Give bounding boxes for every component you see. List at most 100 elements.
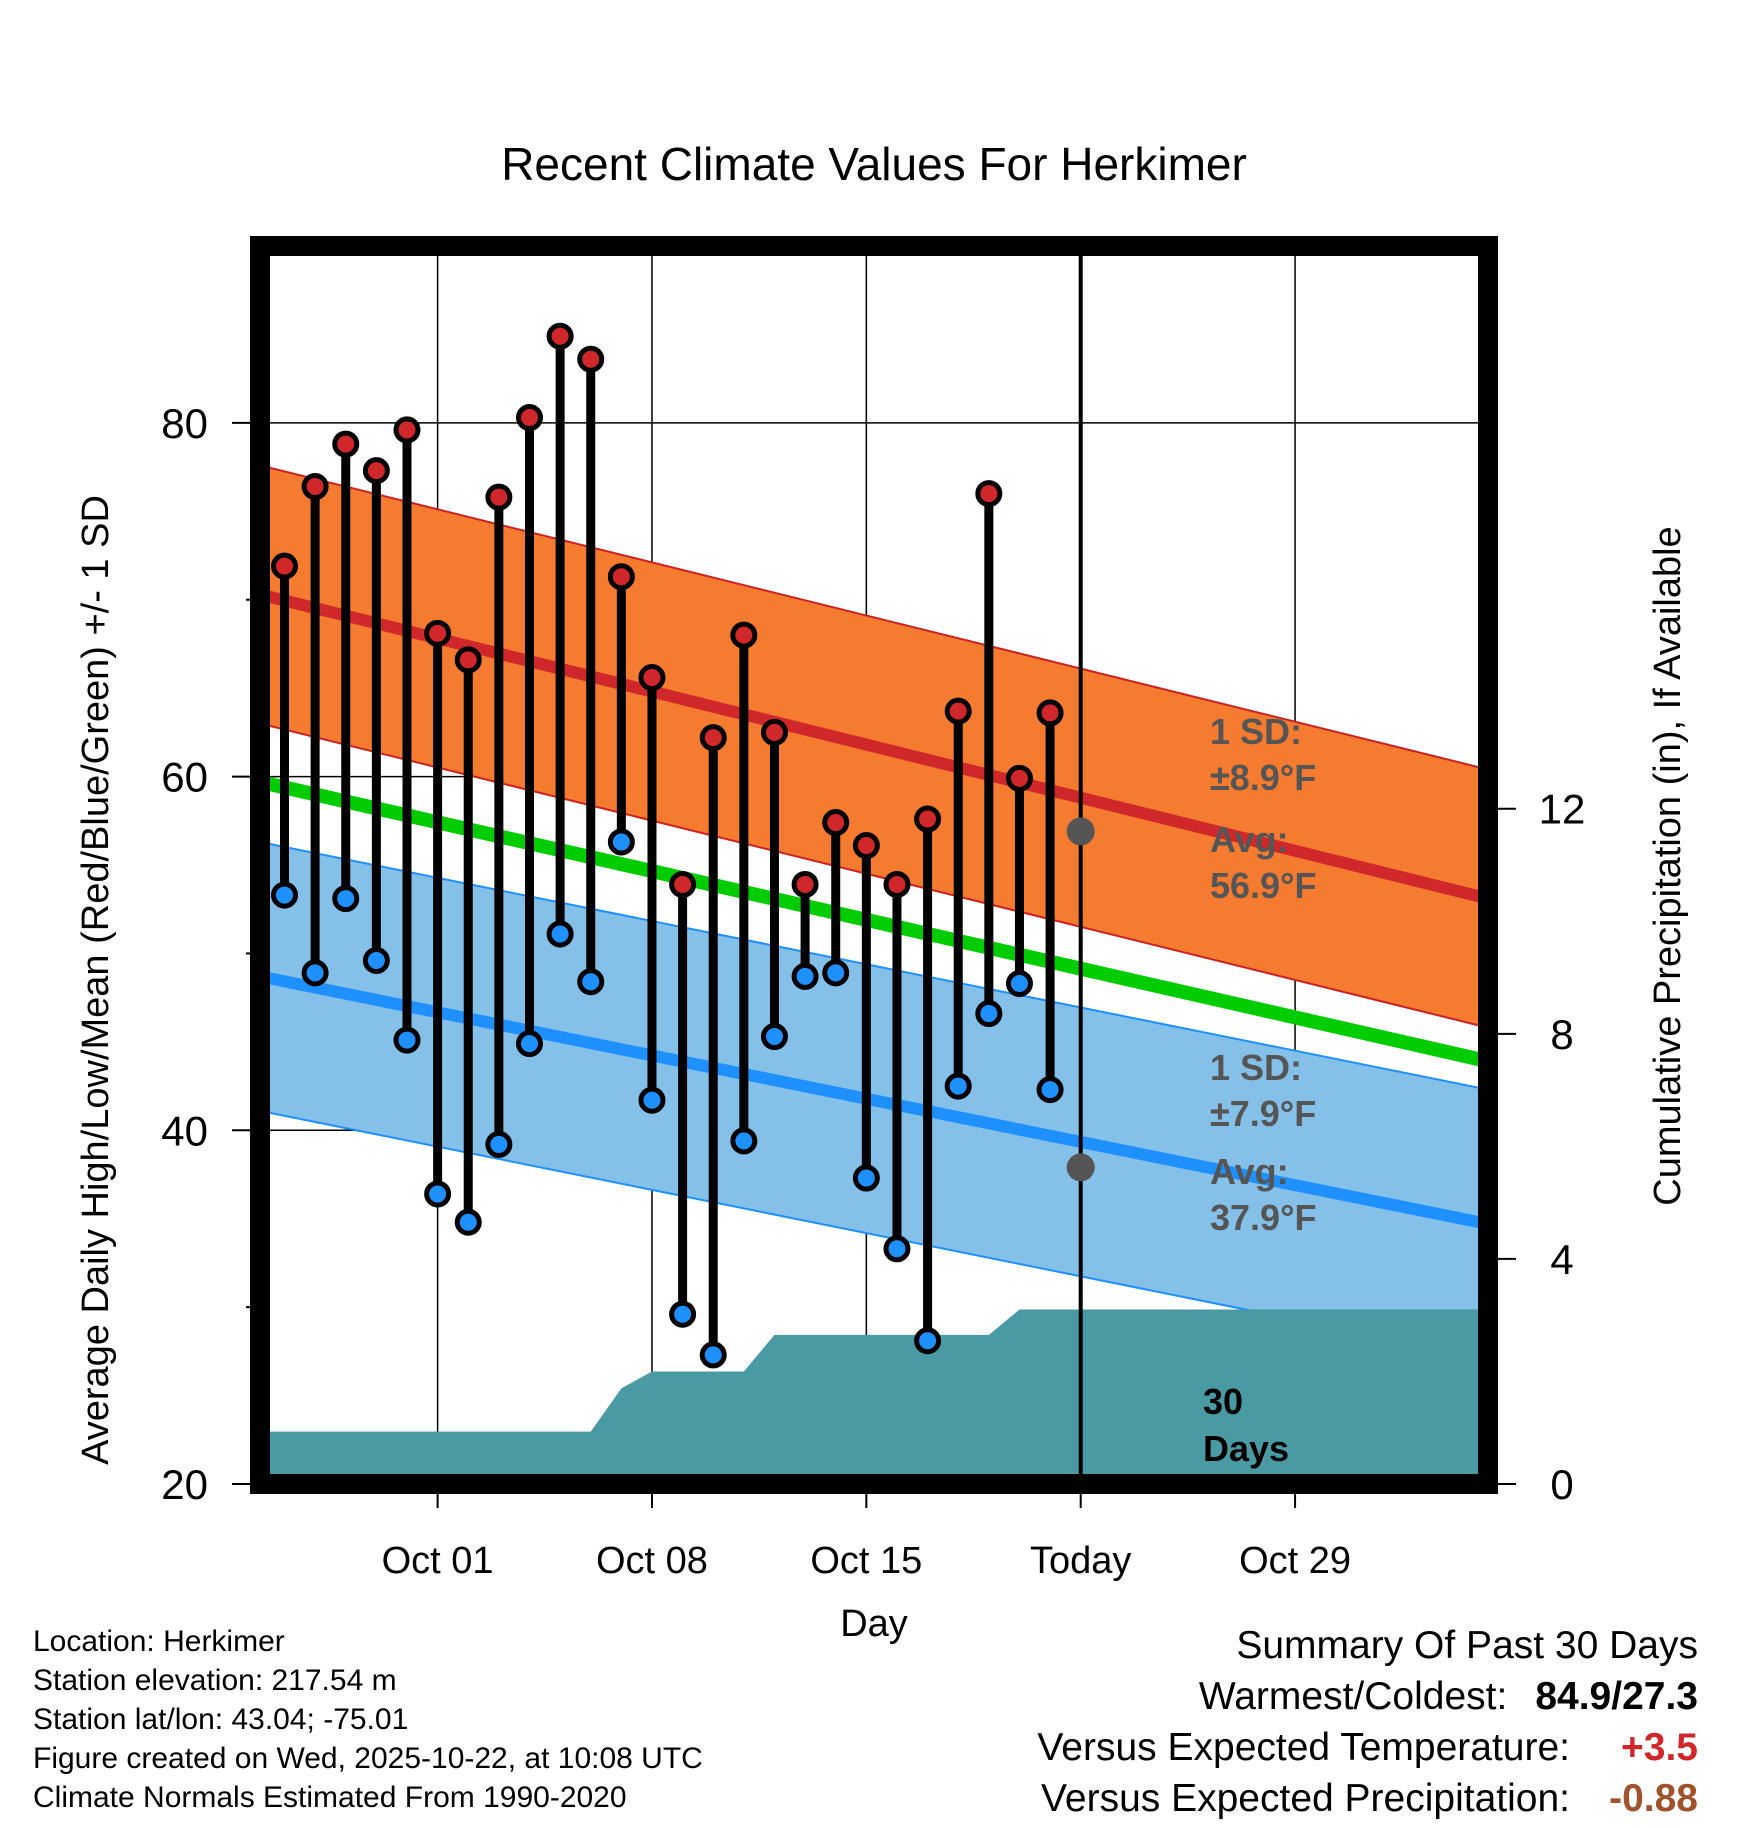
normals-text: Climate Normals Estimated From 1990-2020 <box>33 1781 627 1814</box>
daily-low-point <box>638 1086 666 1114</box>
daily-low-point <box>822 959 850 987</box>
period-label: 30 Days <box>1203 1381 1289 1469</box>
daily-high-point <box>212 633 234 655</box>
y-right-tick-label: 12 <box>1539 786 1586 833</box>
daily-low-point <box>944 1072 972 1100</box>
daily-high-point <box>914 805 942 833</box>
daily-high-point <box>791 870 819 898</box>
right-y-axis: 0 4 8 12 <box>1488 786 1585 1508</box>
left-y-axis: 20 40 60 80 <box>161 400 260 1508</box>
high-sd-label: 1 SD: <box>1210 711 1302 752</box>
cumulative-precipitation-area <box>260 1309 1488 1484</box>
today-high-avg-marker <box>1066 817 1095 846</box>
high-avg-value: 56.9°F <box>1210 865 1316 906</box>
created-text: Figure created on Wed, 2025-10-22, at 10… <box>33 1742 703 1775</box>
daily-high-point <box>1005 764 1033 792</box>
temp-departure-value: +3.5 <box>1621 1726 1698 1769</box>
x-tick-label: Today <box>1030 1540 1131 1582</box>
daily-high-point <box>607 563 635 591</box>
today-low-avg-marker <box>1066 1153 1095 1182</box>
daily-high-point <box>454 646 482 674</box>
low-sd-label: 1 SD: <box>1210 1047 1302 1088</box>
temp-departure-row: Versus Expected Temperature: +3.5 <box>1037 1722 1698 1773</box>
x-axis: Oct 01 Oct 08 Oct 15 Today Oct 29 <box>382 1484 1351 1582</box>
daily-low-point <box>1005 969 1033 997</box>
daily-low-point <box>1036 1076 1064 1104</box>
daily-high-point <box>1036 699 1064 727</box>
low-avg-value: 37.9°F <box>1210 1197 1316 1238</box>
daily-low-point <box>699 1341 727 1369</box>
daily-high-point <box>883 870 911 898</box>
daily-high-point <box>362 457 390 485</box>
warmest-coldest-row: Warmest/Coldest: 84.9/27.3 <box>1037 1671 1698 1722</box>
x-tick-label: Oct 15 <box>810 1540 922 1582</box>
daily-high-point <box>699 724 727 752</box>
daily-high-point <box>546 322 574 350</box>
daily-high-point <box>730 621 758 649</box>
daily-low-point <box>914 1327 942 1355</box>
high-sd-value: ±8.9°F <box>1210 757 1316 798</box>
normal-high-line <box>260 588 1488 905</box>
low-sd-value: ±7.9°F <box>1210 1093 1316 1134</box>
plot-frame <box>250 236 1498 1494</box>
y-right-tick-label: 0 <box>1550 1461 1573 1508</box>
daily-high-point <box>760 718 788 746</box>
y-right-tick-label: 8 <box>1550 1011 1573 1058</box>
daily-low-point <box>454 1208 482 1236</box>
elevation-text: Station elevation: 217.54 m <box>33 1664 397 1697</box>
daily-low-point <box>212 728 234 750</box>
daily-high-point <box>182 585 204 607</box>
daily-high-point <box>669 870 697 898</box>
daily-low-point <box>515 1030 543 1058</box>
low-avg-label: Avg: <box>1210 1151 1289 1192</box>
period-number: 30 <box>1203 1381 1243 1422</box>
daily-high-point <box>332 430 360 458</box>
daily-low-point <box>546 920 574 948</box>
chart-title: Recent Climate Values For Herkimer <box>501 138 1247 190</box>
daily-low-point <box>607 828 635 856</box>
location-text: Location: Herkimer <box>33 1625 285 1658</box>
daily-low-point <box>852 1164 880 1192</box>
warmest-coldest-label: Warmest/Coldest: <box>1198 1675 1508 1718</box>
daily-high-point <box>270 552 298 580</box>
y-right-axis-label: Cumulative Precipitation (in), If Availa… <box>1647 526 1689 1205</box>
daily-low-point <box>577 968 605 996</box>
daily-low-point <box>730 1127 758 1155</box>
precip-departure-label: Versus Expected Precipitation: <box>1041 1777 1570 1820</box>
precip-departure-value: -0.88 <box>1609 1777 1698 1820</box>
daily-low-point <box>301 959 329 987</box>
temp-departure-label: Versus Expected Temperature: <box>1037 1726 1570 1769</box>
x-tick-label: Oct 08 <box>596 1540 708 1582</box>
y-axis-label: Average Daily High/Low/Mean (Red/Blue/Gr… <box>75 495 117 1465</box>
summary-panel: Summary Of Past 30 Days Warmest/Coldest:… <box>1037 1620 1698 1824</box>
daily-high-point <box>151 467 173 489</box>
daily-low-point <box>485 1130 513 1158</box>
x-axis-label: Day <box>840 1603 908 1645</box>
daily-low-point <box>332 885 360 913</box>
daily-low-point <box>883 1235 911 1263</box>
daily-low-point <box>393 1026 421 1054</box>
daily-high-low-bars <box>151 322 1064 1369</box>
daily-high-point <box>393 416 421 444</box>
daily-high-point <box>577 345 605 373</box>
daily-high-point <box>975 480 1003 508</box>
y-tick-label: 80 <box>161 400 208 447</box>
daily-low-point <box>270 881 298 909</box>
daily-high-point <box>944 697 972 725</box>
precip-departure-row: Versus Expected Precipitation: -0.88 <box>1037 1773 1698 1824</box>
daily-high-point <box>515 404 543 432</box>
daily-high-point <box>301 473 329 501</box>
daily-high-point <box>424 619 452 647</box>
x-tick-label: Oct 29 <box>1239 1540 1351 1582</box>
daily-low-point <box>669 1300 697 1328</box>
y-right-tick-label: 4 <box>1550 1236 1573 1283</box>
daily-low-point <box>791 962 819 990</box>
station-info: Location: Herkimer Station elevation: 21… <box>33 1622 703 1817</box>
daily-high-point <box>822 809 850 837</box>
y-tick-label: 20 <box>161 1461 208 1508</box>
daily-high-point <box>852 832 880 860</box>
daily-low-point <box>151 941 173 963</box>
daily-low-point <box>975 1000 1003 1028</box>
annotations: 1 SD: ±8.9°F Avg: 56.9°F 1 SD: ±7.9°F Av… <box>1210 711 1316 1238</box>
x-tick-label: Oct 01 <box>382 1540 494 1582</box>
